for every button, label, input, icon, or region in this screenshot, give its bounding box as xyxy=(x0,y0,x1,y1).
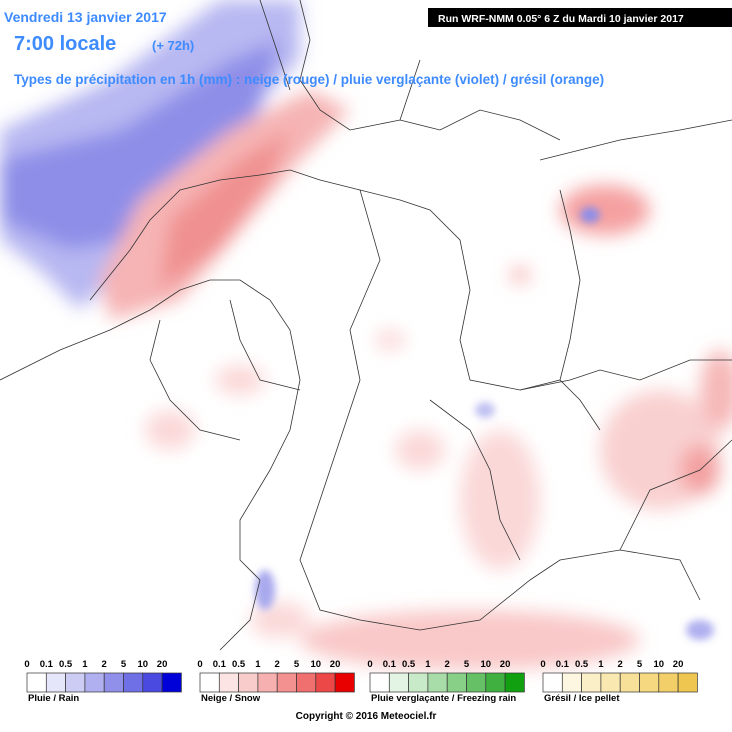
legend-swatch xyxy=(639,672,660,693)
legend-tick-label: 10 xyxy=(138,659,149,670)
legend-tick-label: 0.1 xyxy=(40,659,54,670)
legend-tick-label: 10 xyxy=(654,659,665,670)
legend-tick-label: 20 xyxy=(500,659,511,670)
legend-swatch xyxy=(238,672,259,693)
legend-swatch xyxy=(561,672,582,693)
legend-tick-label: 20 xyxy=(673,659,684,670)
legend-tick-label: 1 xyxy=(82,659,88,670)
subtitle: Types de précipitation en 1h (mm) : neig… xyxy=(14,72,604,87)
legend-tick-label: 20 xyxy=(330,659,341,670)
legend-tick-label: 0 xyxy=(197,659,202,670)
legend-swatch xyxy=(315,672,336,693)
legend-swatch xyxy=(65,672,86,693)
legend-swatch xyxy=(427,672,448,693)
legend-swatch xyxy=(504,672,525,693)
legend-swatch xyxy=(199,672,220,693)
lead-time: (+ 72h) xyxy=(152,38,194,53)
run-box xyxy=(428,8,732,27)
legend-tick-label: 2 xyxy=(445,659,450,670)
run-info: Run WRF-NMM 0.05° 6 Z du Mardi 10 janvie… xyxy=(438,13,684,25)
date: Vendredi 13 janvier 2017 xyxy=(4,9,167,25)
legend-tick-label: 0.5 xyxy=(575,659,589,670)
legend-tick-label: 0.1 xyxy=(213,659,227,670)
legend-tick-label: 2 xyxy=(618,659,623,670)
legend-label: Neige / Snow xyxy=(201,693,261,704)
legend-swatch xyxy=(658,672,679,693)
legend-swatch xyxy=(369,672,390,693)
legend-tick-label: 2 xyxy=(275,659,280,670)
legend-tick-label: 0.5 xyxy=(402,659,416,670)
legend-swatch xyxy=(103,672,124,693)
legend-swatch xyxy=(161,672,182,693)
legend-tick-label: 0.5 xyxy=(59,659,73,670)
legend-swatch xyxy=(581,672,602,693)
precipitation-fields xyxy=(0,0,732,670)
time: 7:00 locale xyxy=(14,33,116,55)
legend-tick-label: 20 xyxy=(157,659,168,670)
legend-tick-label: 0.5 xyxy=(232,659,246,670)
legend-tick-label: 5 xyxy=(294,659,300,670)
legend-swatch xyxy=(408,672,429,693)
legend-swatch xyxy=(619,672,640,693)
legend-label: Grésil / Ice pellet xyxy=(544,693,620,704)
legend-swatch xyxy=(218,672,239,693)
legend-swatch xyxy=(123,672,144,693)
legend-label: Pluie / Rain xyxy=(28,693,79,704)
legend-tick-label: 0.1 xyxy=(556,659,570,670)
legend-tick-label: 0.1 xyxy=(383,659,397,670)
legend-swatch xyxy=(84,672,105,693)
legend-swatch xyxy=(26,672,47,693)
legend-swatch xyxy=(542,672,563,693)
legend-swatch xyxy=(485,672,506,693)
legend-tick-label: 10 xyxy=(311,659,322,670)
country-borders xyxy=(0,0,732,651)
legend-swatch xyxy=(677,672,698,693)
legend-swatch xyxy=(334,672,355,693)
legend-swatch xyxy=(388,672,409,693)
legend-tick-label: 0 xyxy=(24,659,29,670)
legend-swatch xyxy=(600,672,621,693)
legend-tick-label: 5 xyxy=(464,659,470,670)
legend-swatch xyxy=(296,672,317,693)
legend-swatch xyxy=(276,672,297,693)
legend-label: Pluie verglaçante / Freezing rain xyxy=(371,693,516,704)
legend-swatch xyxy=(446,672,467,693)
legend-swatch xyxy=(45,672,66,693)
copyright: Copyright © 2016 Meteociel.fr xyxy=(296,711,437,722)
legend-tick-label: 2 xyxy=(102,659,107,670)
legend-tick-label: 0 xyxy=(367,659,372,670)
legend-swatch xyxy=(257,672,278,693)
legend-tick-label: 1 xyxy=(598,659,604,670)
legend-tick-label: 10 xyxy=(481,659,492,670)
legend-tick-label: 1 xyxy=(425,659,431,670)
legend-swatch xyxy=(466,672,487,693)
legend-tick-label: 1 xyxy=(255,659,261,670)
legend-tick-label: 5 xyxy=(121,659,127,670)
legend-swatch xyxy=(142,672,163,693)
legend-tick-label: 5 xyxy=(637,659,643,670)
legend-tick-label: 0 xyxy=(540,659,545,670)
